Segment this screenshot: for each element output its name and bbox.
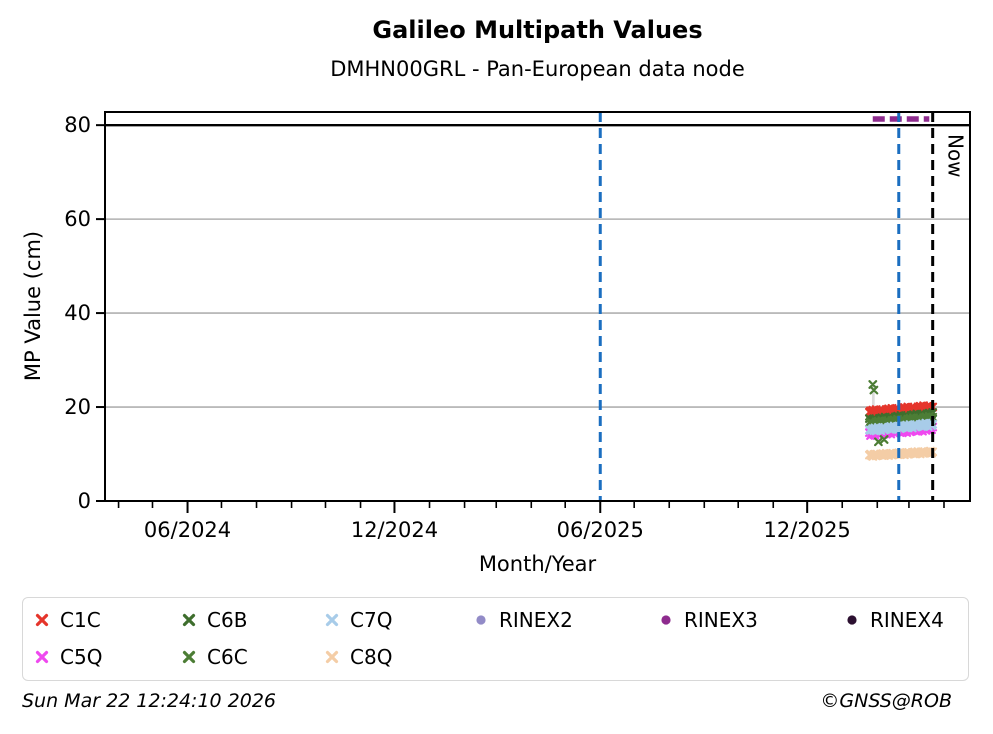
legend-label-rinex2: RINEX2: [499, 608, 573, 632]
footer-credit: ©GNSS@ROB: [820, 690, 952, 712]
x-tick-label-2024-06: 06/2024: [144, 518, 231, 542]
chart-subtitle: DMHN00GRL - Pan-European data node: [330, 57, 745, 81]
legend-item-rinex2: RINEX2: [472, 608, 573, 632]
c8q-marker-icon: [325, 650, 339, 664]
y-tick-label-40: 40: [64, 301, 91, 325]
y-tick-label-60: 60: [64, 207, 91, 231]
plot-area: 0 20 40 60 80 06/2024 12/2024 06/2025 12/2025 Now: [64, 111, 971, 542]
legend-label-c6b: C6B: [207, 608, 248, 632]
x-axis-label: Month/Year: [478, 552, 597, 576]
footer: Sun Mar 22 12:24:10 2026 ©GNSS@ROB: [22, 690, 952, 712]
legend-item-c6c: C6C: [180, 645, 248, 669]
legend-item-rinex3: RINEX3: [657, 608, 758, 632]
y-tick-label-80: 80: [64, 113, 91, 137]
c5q-marker-icon: [35, 650, 49, 664]
legend-label-c6c: C6C: [207, 645, 248, 669]
legend-item-c7q: C7Q: [323, 608, 392, 632]
y-axis-ticks: 0 20 40 60 80: [64, 113, 105, 513]
legend-label-c5q: C5Q: [60, 645, 103, 669]
chart-legend: C1C C5Q C6B C6C C7Q C8Q RINEX2 RINEX3 RINEX4: [22, 597, 969, 681]
c6c-marker-icon: [182, 650, 196, 664]
plot-border: [104, 111, 971, 502]
legend-label-c8q: C8Q: [350, 645, 393, 669]
x-tick-label-2024-12: 12/2024: [351, 518, 438, 542]
legend-item-c8q: C8Q: [323, 645, 392, 669]
legend-item-c6b: C6B: [180, 608, 247, 632]
chart-title: Galileo Multipath Values: [372, 16, 703, 44]
series-c8q: [865, 446, 938, 461]
y-gridlines: [105, 218, 970, 408]
legend-item-rinex4: RINEX4: [843, 608, 944, 632]
legend-item-c1c: C1C: [33, 608, 101, 632]
c6b-marker-icon: [182, 613, 196, 627]
c7q-marker-icon: [325, 613, 339, 627]
footer-timestamp: Sun Mar 22 12:24:10 2026: [22, 690, 277, 712]
legend-item-c5q: C5Q: [33, 645, 102, 669]
legend-label-rinex3: RINEX3: [684, 608, 758, 632]
rinex3-marker-icon: [661, 615, 671, 625]
c1c-marker-icon: [35, 613, 49, 627]
legend-label-c7q: C7Q: [350, 608, 393, 632]
y-tick-label-0: 0: [78, 489, 91, 513]
y-tick-label-20: 20: [64, 395, 91, 419]
rinex4-marker-icon: [847, 615, 857, 625]
legend-label-c1c: C1C: [60, 608, 101, 632]
series-c7q: [865, 418, 938, 436]
rinex2-marker-icon: [476, 615, 486, 625]
x-tick-label-2025-12: 12/2025: [764, 518, 851, 542]
x-axis-ticks: 06/2024 12/2024 06/2025 12/2025: [117, 501, 945, 542]
x-tick-label-2025-06: 06/2025: [557, 518, 644, 542]
legend-label-rinex4: RINEX4: [870, 608, 944, 632]
now-label: Now: [944, 134, 968, 178]
